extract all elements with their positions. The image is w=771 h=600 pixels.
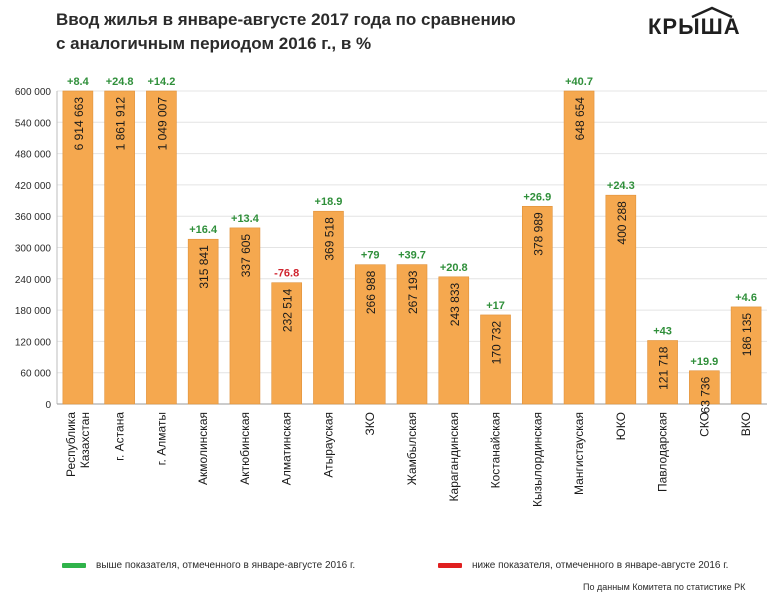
x-tick-label: Актюбинская [238,412,252,485]
chart-title-line2: с аналогичным периодом 2016 г., в % [56,34,372,53]
bar [354,264,386,405]
bar [104,90,135,405]
bar-value-label: 186 135 [740,313,754,357]
x-tick-label: Алматинская [280,412,294,485]
legend-negative-swatch [438,562,462,568]
bar-value-label: 400 288 [615,201,629,245]
bar [438,276,470,405]
change-label: +17 [486,300,505,312]
x-tick-label: Карагандинская [447,412,461,501]
y-tick-label: 300 000 [15,244,52,255]
change-label: +13.4 [231,213,260,225]
x-tick-label: Жамбылская [405,412,419,485]
bar [480,314,511,405]
bar-value-label: 1 049 007 [155,97,169,151]
bar-value-label: 378 989 [531,212,545,256]
brand-logo: КРЫША [648,14,741,39]
bar [187,238,219,405]
change-label: -76.8 [274,268,299,280]
bar-value-label: 267 193 [406,270,420,314]
y-tick-label: 60 000 [20,369,51,380]
bar [62,90,94,405]
x-tick-label: Костанайская [489,412,503,488]
bar [730,306,762,405]
bar-value-label: 63 736 [698,376,712,413]
x-tick-label: Акмолинская [196,412,210,485]
bar [271,282,303,405]
change-label: +43 [653,326,672,338]
x-tick-label: СКО [697,412,711,437]
bar-value-label: 243 833 [448,282,462,326]
legend-positive: выше показателя, отмеченного в январе-ав… [62,560,355,571]
bar [146,90,177,405]
change-label: +14.2 [147,76,175,88]
change-label: +24.3 [607,180,635,192]
bar-value-label: 1 861 912 [114,97,128,151]
bar [521,205,553,405]
y-tick-label: 240 000 [15,275,52,286]
y-tick-label: 180 000 [15,306,52,317]
bar [605,194,637,405]
y-tick-label: 420 000 [15,181,52,192]
legend-positive-swatch [62,562,86,568]
x-tick-label: ВКО [739,412,753,436]
x-tick-label: ЮКО [614,412,628,440]
chart-title: Ввод жилья в январе-августе 2017 года по… [56,8,576,56]
logo-roof-icon [691,6,733,18]
bar-value-label: 266 988 [364,270,378,314]
y-tick-label: 120 000 [15,337,52,348]
bar-value-label: 121 718 [657,346,671,390]
legend-negative: ниже показателя, отмеченного в январе-ав… [438,560,728,571]
legend-positive-label: выше показателя, отмеченного в январе-ав… [96,560,356,571]
bar-value-label: 170 732 [490,321,504,365]
x-tick-label: Республика [64,412,78,477]
change-label: +26.9 [523,191,551,203]
bar [647,340,678,405]
x-tick-label: Казахстан [78,412,92,468]
chart-title-line1: Ввод жилья в январе-августе 2017 года по… [56,10,516,29]
bar-value-label: 337 605 [239,234,253,278]
bar [313,210,344,405]
y-tick-label: 360 000 [15,212,52,223]
x-tick-label: г. Астана [113,412,127,461]
x-tick-label: Кызылординская [530,412,544,507]
change-label: +4.6 [735,292,757,304]
bar [229,227,261,405]
x-tick-label: г. Алматы [154,412,168,465]
bar-value-label: 648 654 [573,97,587,141]
change-label: +24.8 [106,76,134,88]
change-label: +40.7 [565,76,593,88]
y-tick-label: 0 [45,400,51,411]
change-label: +20.8 [440,262,468,274]
bar-value-label: 315 841 [197,245,211,289]
y-tick-label: 540 000 [15,118,52,129]
legend-negative-label: ниже показателя, отмеченного в январе-ав… [472,560,729,571]
x-tick-label: Мангистауская [572,412,586,495]
x-tick-label: ЗКО [363,412,377,435]
change-label: +19.9 [690,356,718,368]
x-tick-label: Атырауская [321,412,335,478]
change-label: +39.7 [398,250,426,262]
source-note: По данным Комитета по статистике РК [583,582,746,592]
bar [689,370,720,405]
bar-value-label: 369 518 [322,217,336,261]
bar [396,264,428,405]
y-tick-label: 600 000 [15,87,52,98]
y-tick-label: 480 000 [15,150,52,161]
change-label: +8.4 [67,76,90,88]
change-label: +18.9 [315,196,343,208]
bar [563,90,595,405]
bar-value-label: 232 514 [281,288,295,332]
bar-value-label: 6 914 663 [72,97,86,151]
x-tick-label: Павлодарская [656,412,670,492]
change-label: +79 [361,250,380,262]
change-label: +16.4 [189,224,218,236]
